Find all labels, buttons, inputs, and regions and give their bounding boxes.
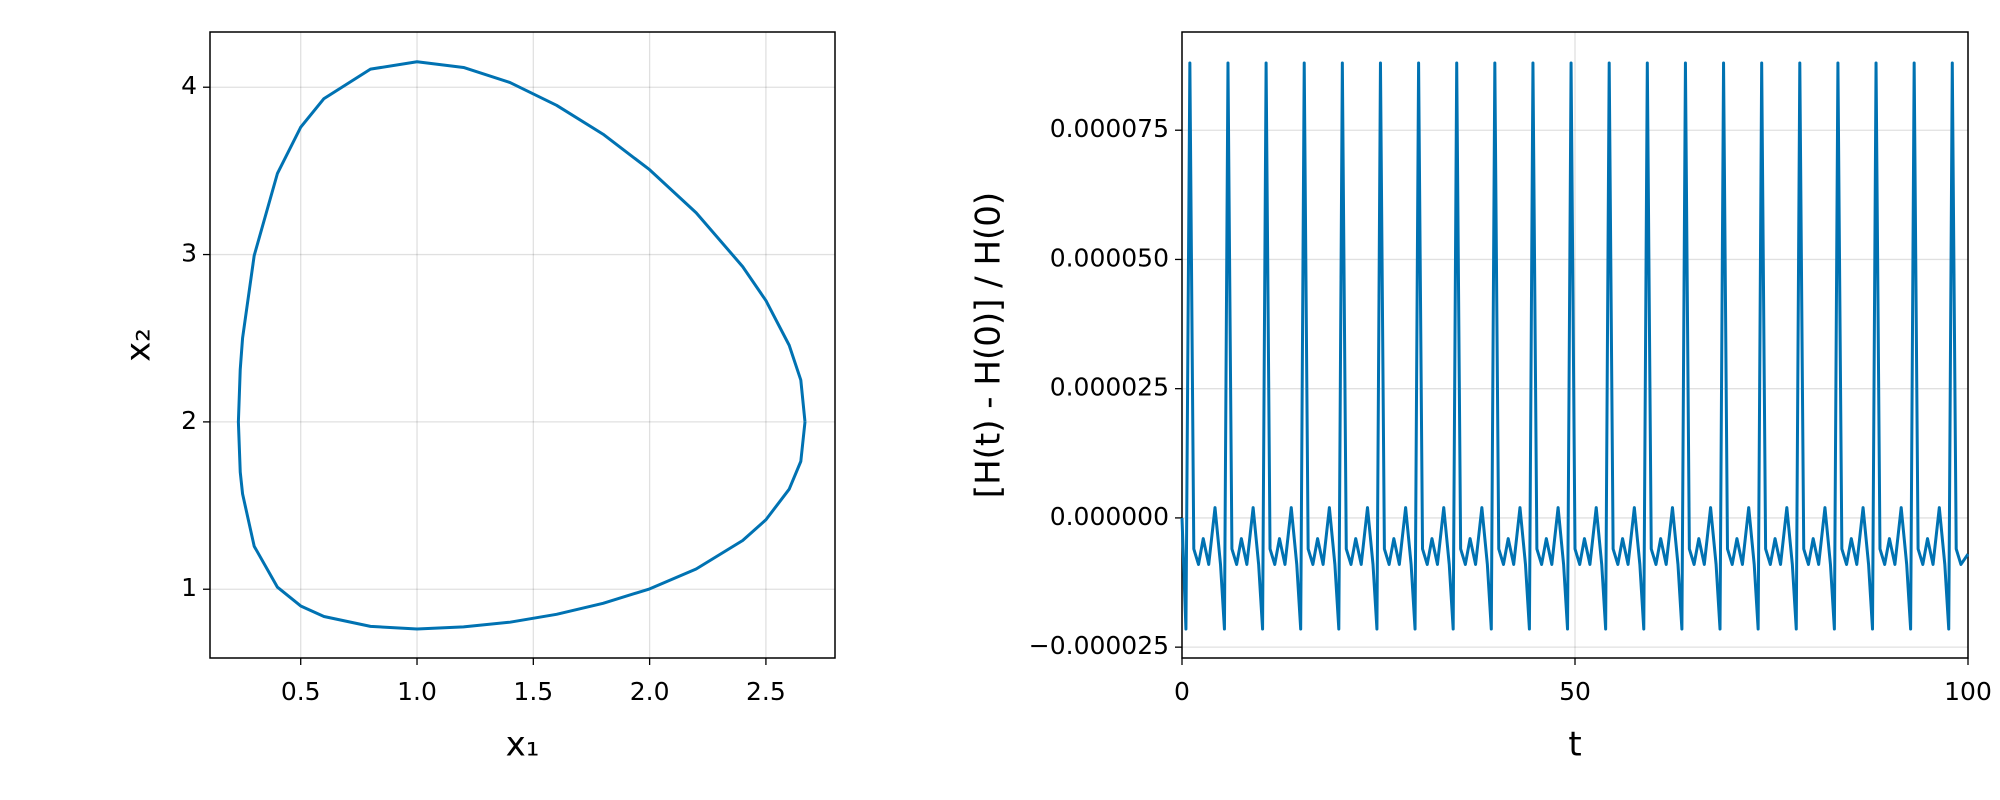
x-tick-label: 1.0 xyxy=(397,677,437,706)
x-axis-label: t xyxy=(1568,725,1581,765)
y-tick-label: −0.000025 xyxy=(1029,631,1169,660)
x-tick-label: 2.0 xyxy=(630,677,670,706)
y-tick-label: 4 xyxy=(181,71,197,100)
y-tick-label: 0.000025 xyxy=(1050,373,1169,402)
x-tick-label: 100 xyxy=(1944,677,1992,706)
y-tick-label: 0.000075 xyxy=(1050,114,1169,143)
x-axis-label: x₁ xyxy=(506,725,540,765)
x-tick-label: 1.5 xyxy=(513,677,553,706)
y-tick-label: 1 xyxy=(181,573,197,602)
y-tick-label: 0.000000 xyxy=(1050,502,1169,531)
x-tick-label: 50 xyxy=(1559,677,1591,706)
y-axis-label: x₂ xyxy=(119,328,159,362)
axes-frame xyxy=(209,31,836,659)
subplot: 0 50 100 −0.000025 0.000000 0.000025 0.000050 0… xyxy=(969,31,1992,765)
y-tick-label: 3 xyxy=(181,239,197,268)
x-tick-label: 0 xyxy=(1174,677,1190,706)
y-tick-label: 2 xyxy=(181,406,197,435)
x-tick-label: 2.5 xyxy=(746,677,786,706)
y-tick-label: 0.000050 xyxy=(1050,243,1169,272)
data-line xyxy=(1180,61,1970,631)
x-tick-label: 0.5 xyxy=(281,677,321,706)
axes-frame xyxy=(1181,31,1969,659)
subplot: 0.5 1.0 1.5 2.0 2.5 1 2 3 4 x₁ x₂ xyxy=(119,31,836,765)
data-line xyxy=(236,60,807,631)
y-axis-label: [H(t) - H(0)] / H(0) xyxy=(969,192,1009,498)
